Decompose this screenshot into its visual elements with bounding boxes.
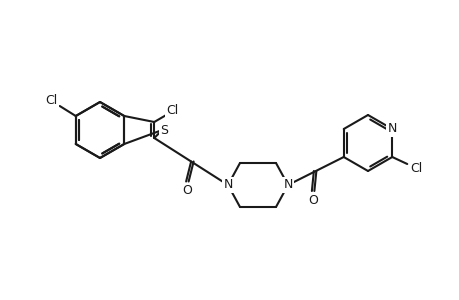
Text: N: N bbox=[387, 122, 396, 136]
Text: N: N bbox=[283, 178, 292, 191]
Text: Cl: Cl bbox=[45, 94, 58, 107]
Text: S: S bbox=[160, 124, 168, 137]
Text: Cl: Cl bbox=[166, 104, 178, 118]
Text: O: O bbox=[307, 194, 317, 206]
Text: O: O bbox=[182, 184, 192, 197]
Text: N: N bbox=[223, 178, 232, 191]
Text: Cl: Cl bbox=[409, 161, 421, 175]
